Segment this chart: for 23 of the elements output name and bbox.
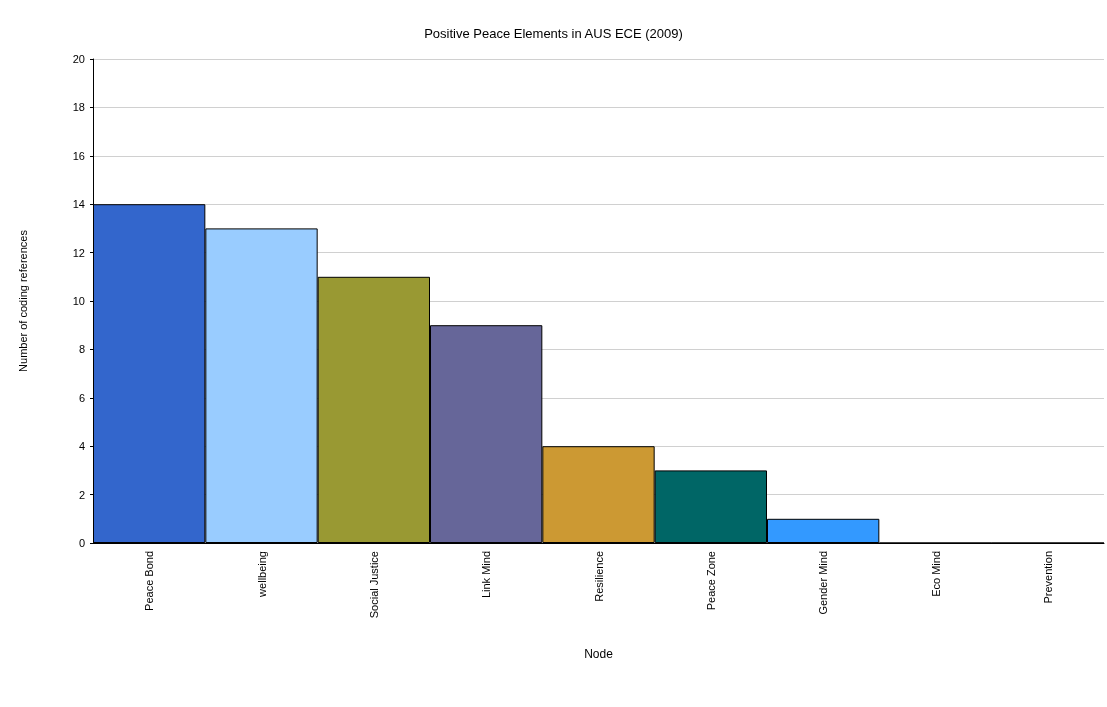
x-tick-label: Gender Mind bbox=[817, 551, 830, 615]
y-tick-label: 2 bbox=[78, 488, 85, 501]
y-tick-label: 8 bbox=[78, 343, 85, 356]
x-axis-title: Node bbox=[584, 647, 614, 661]
y-tick-label: 14 bbox=[72, 198, 85, 211]
x-tick-label: Social Justice bbox=[367, 551, 380, 619]
y-tick-label: 12 bbox=[72, 246, 85, 259]
y-tick-label: 16 bbox=[72, 149, 85, 162]
y-tick-label: 0 bbox=[78, 537, 85, 549]
y-tick-label: 18 bbox=[72, 101, 85, 114]
y-axis-title: Number of coding references bbox=[16, 229, 29, 372]
y-tick-label: 10 bbox=[72, 295, 85, 307]
y-tick-label: 20 bbox=[72, 53, 85, 65]
x-tick-label: Prevention bbox=[1041, 551, 1054, 604]
x-tick-label: Resilience bbox=[592, 551, 605, 602]
y-tick-label: 6 bbox=[78, 391, 85, 404]
x-tick-label: Peace Zone bbox=[704, 551, 717, 611]
x-tick-label: wellbeing bbox=[255, 551, 268, 598]
y-tick-label: 4 bbox=[78, 440, 85, 453]
chart-title: Positive Peace Elements in AUS ECE (2009) bbox=[424, 26, 683, 41]
x-tick-label: Eco Mind bbox=[929, 551, 942, 597]
x-tick-label: Link Mind bbox=[480, 551, 493, 599]
x-tick-label: Peace Bond bbox=[143, 551, 156, 611]
